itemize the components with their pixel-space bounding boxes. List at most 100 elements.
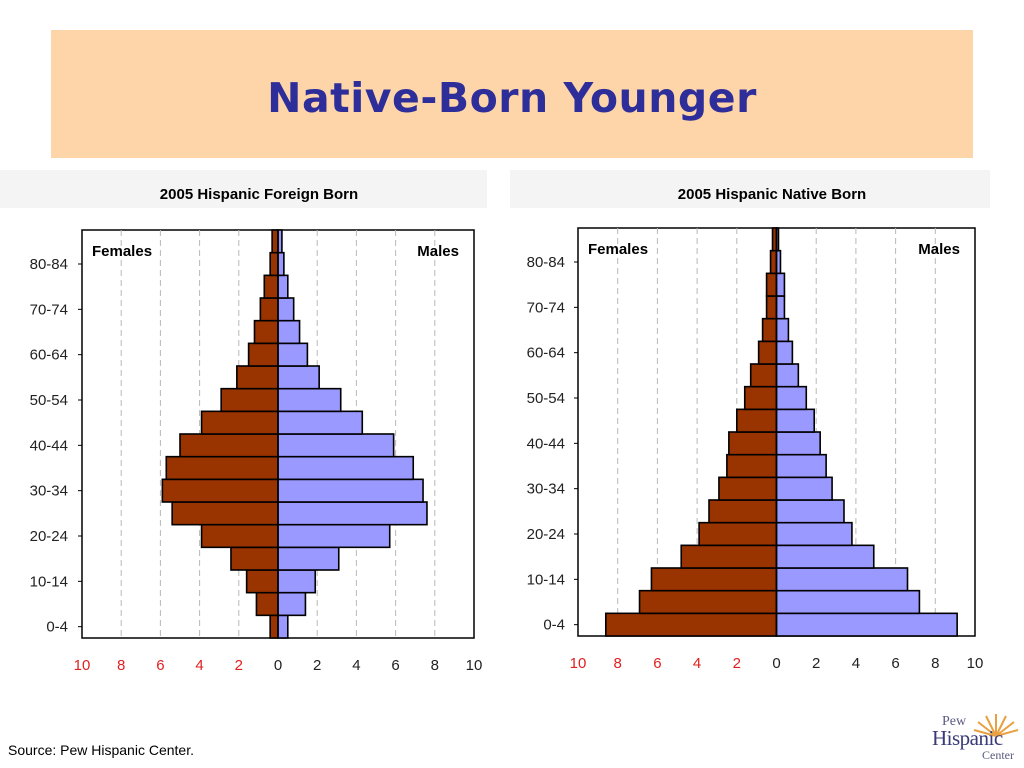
- bar-male-75-79: [277, 274, 289, 299]
- y-tick-label: 0-4: [46, 619, 68, 636]
- y-tick-label: 30-34: [30, 483, 68, 500]
- bar-male-70-74: [277, 297, 295, 322]
- bar-male-0-4: [277, 614, 289, 639]
- bar-female-70-74: [259, 297, 279, 322]
- pyramid-chart-1: 2005 Hispanic Foreign Born Females Males 0-…: [30, 186, 483, 674]
- bar-female-75-79: [263, 274, 279, 299]
- x-tick-label: 2: [812, 655, 820, 672]
- y-tick-label: 60-64: [527, 345, 565, 362]
- y-tick-label: 50-54: [30, 392, 68, 409]
- y-tick-label: 20-24: [30, 528, 68, 545]
- bar-female-25-29: [171, 501, 279, 526]
- y-tick-label: 10-14: [30, 573, 68, 590]
- bar-male-60-64: [775, 340, 794, 365]
- slide-title: Native-Born Younger: [267, 74, 757, 122]
- y-tick-label: 10-14: [527, 571, 565, 588]
- bar-female-10-14: [245, 569, 279, 594]
- bar-male-5-9: [775, 589, 921, 615]
- bar-female-65-69: [253, 319, 279, 345]
- y-tick-label: 30-34: [527, 481, 565, 498]
- bar-male-20-24: [277, 523, 391, 549]
- bar-female-60-64: [757, 340, 778, 365]
- chart-title-band-left: [0, 170, 487, 208]
- bar-female-40-44: [179, 433, 279, 458]
- males-label: Males: [918, 241, 960, 258]
- bar-female-35-39: [726, 453, 778, 479]
- x-tick-label: 10: [74, 657, 91, 674]
- x-tick-label: 2: [313, 657, 321, 674]
- bar-male-65-69: [775, 317, 790, 343]
- bar-male-15-19: [277, 546, 340, 571]
- bar-female-85+: [271, 229, 279, 254]
- bar-male-35-39: [775, 453, 827, 479]
- bar-male-65-69: [277, 319, 301, 345]
- x-tick-label: 6: [891, 655, 899, 672]
- bar-female-75-79: [765, 272, 778, 297]
- x-tick-label: 6: [391, 657, 399, 674]
- bar-female-40-44: [728, 431, 778, 456]
- y-tick-label: 70-74: [30, 301, 68, 318]
- bar-male-30-34: [775, 476, 833, 501]
- pew-hispanic-logo: Pew Hispanic Center: [928, 708, 1020, 764]
- y-tick-label: 0-4: [543, 617, 565, 634]
- logo-line-1: Pew: [942, 714, 967, 729]
- bar-male-45-49: [277, 410, 364, 435]
- x-tick-label: 2: [733, 655, 741, 672]
- bar-male-25-29: [775, 499, 845, 524]
- bar-male-40-44: [277, 433, 395, 458]
- bar-female-5-9: [255, 591, 279, 617]
- bar-female-80-84: [269, 251, 279, 277]
- bar-male-5-9: [277, 591, 307, 617]
- bar-female-70-74: [765, 295, 778, 320]
- bar-female-55-59: [749, 363, 778, 388]
- males-label: Males: [417, 243, 459, 260]
- logo-line-2: Hispanic: [932, 726, 1003, 750]
- bar-male-75-79: [775, 272, 786, 297]
- bar-female-0-4: [269, 614, 279, 639]
- bar-female-15-19: [230, 546, 279, 571]
- chart-title-band-right: [510, 170, 990, 208]
- females-label: Females: [588, 241, 648, 258]
- y-tick-label: 70-74: [527, 299, 565, 316]
- source-note: Source: Pew Hispanic Center.: [8, 742, 194, 758]
- x-tick-label: 2: [235, 657, 243, 674]
- bar-female-50-54: [743, 385, 778, 411]
- x-tick-label: 0: [274, 657, 282, 674]
- bar-male-70-74: [775, 295, 786, 320]
- y-tick-label: 40-44: [30, 437, 68, 454]
- bar-male-20-24: [775, 521, 853, 547]
- bar-male-30-34: [277, 478, 424, 503]
- x-tick-label: 4: [693, 655, 701, 672]
- y-tick-label: 60-64: [30, 347, 68, 364]
- x-tick-label: 6: [156, 657, 164, 674]
- bar-male-10-14: [277, 569, 317, 594]
- x-tick-label: 10: [466, 657, 483, 674]
- bar-female-45-49: [200, 410, 279, 435]
- y-tick-label: 80-84: [527, 254, 565, 271]
- bar-female-20-24: [698, 521, 778, 547]
- x-tick-label: 4: [352, 657, 360, 674]
- bar-male-10-14: [775, 567, 909, 592]
- bar-male-50-54: [775, 385, 808, 411]
- bar-male-60-64: [277, 342, 309, 367]
- x-tick-label: 8: [931, 655, 939, 672]
- bar-male-15-19: [775, 544, 875, 569]
- bar-male-50-54: [277, 387, 342, 413]
- bar-female-30-34: [161, 478, 279, 503]
- bar-female-55-59: [236, 365, 279, 390]
- bar-male-80-84: [277, 251, 285, 277]
- bar-male-40-44: [775, 431, 821, 456]
- x-tick-label: 8: [431, 657, 439, 674]
- x-tick-label: 8: [117, 657, 125, 674]
- y-tick-label: 40-44: [527, 435, 565, 452]
- x-tick-label: 4: [195, 657, 203, 674]
- bar-female-65-69: [761, 317, 778, 343]
- y-tick-label: 20-24: [527, 526, 565, 543]
- bar-male-25-29: [277, 501, 428, 526]
- bar-male-35-39: [277, 455, 415, 481]
- bar-female-20-24: [200, 523, 279, 549]
- females-label: Females: [92, 243, 152, 260]
- chart-title: 2005 Hispanic Native Born: [678, 186, 866, 203]
- bar-female-10-14: [650, 567, 778, 592]
